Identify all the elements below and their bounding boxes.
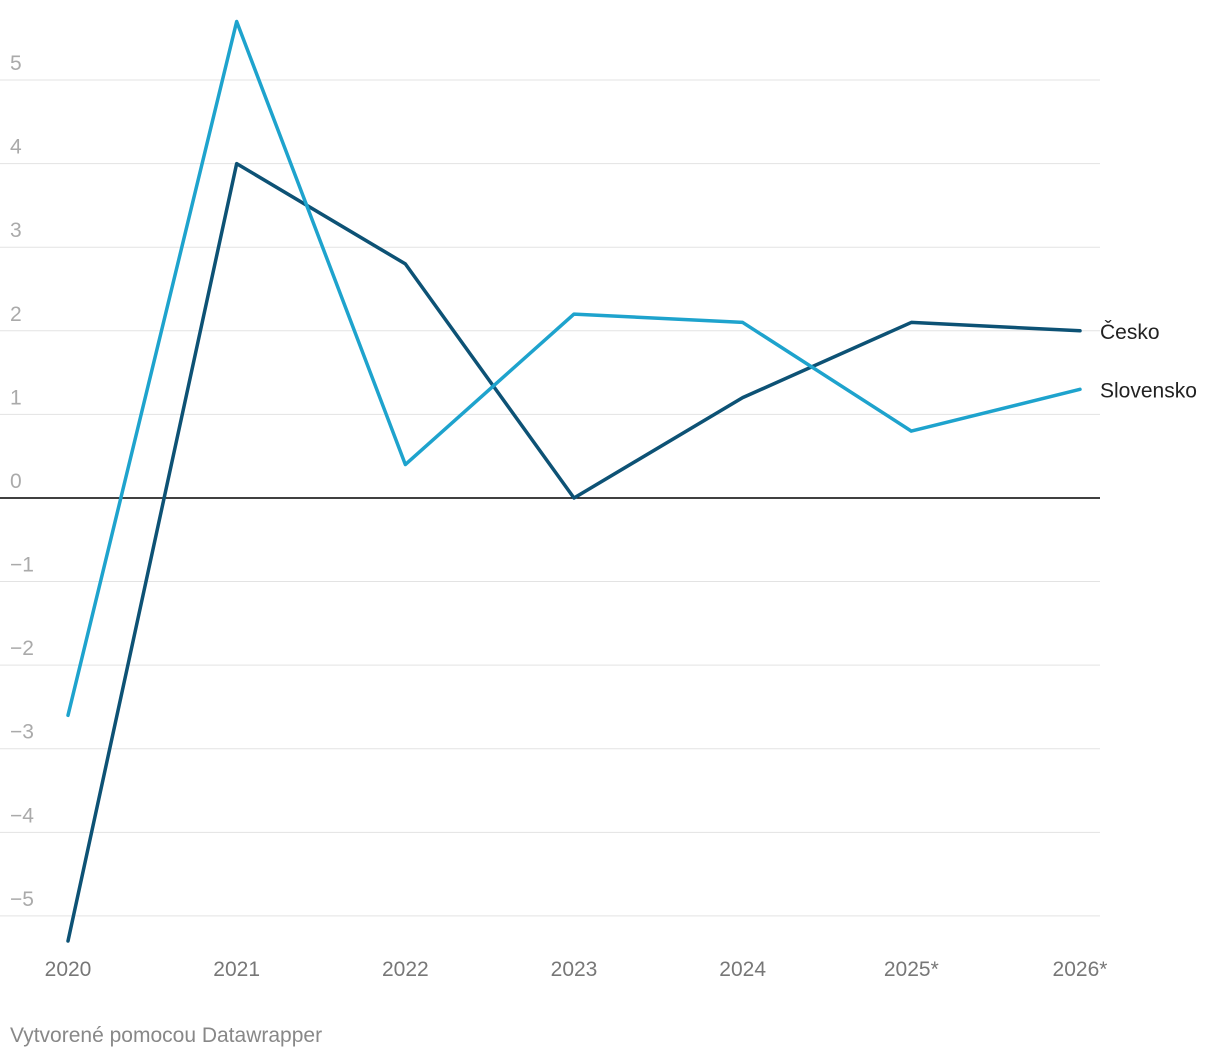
- y-tick-label: −2: [10, 637, 34, 660]
- x-tick-label: 2024: [719, 958, 766, 981]
- x-tick-label: 2022: [382, 958, 429, 981]
- y-tick-label: 5: [10, 52, 22, 75]
- y-tick-label: 3: [10, 219, 22, 242]
- y-tick-label: 0: [10, 470, 22, 493]
- y-tick-label: −3: [10, 721, 34, 744]
- y-tick-label: 2: [10, 303, 22, 326]
- x-tick-label: 2026*: [1053, 958, 1108, 981]
- y-tick-label: −5: [10, 888, 34, 911]
- footer: Vytvorené pomocou Datawrapper: [10, 1024, 322, 1047]
- series-label: Slovensko: [1100, 379, 1197, 402]
- y-tick-label: 4: [10, 136, 22, 159]
- x-tick-label: 2025*: [884, 958, 939, 981]
- series-label: Česko: [1100, 321, 1160, 344]
- y-tick-label: −1: [10, 554, 34, 577]
- x-tick-label: 2020: [45, 958, 92, 981]
- x-tick-label: 2023: [551, 958, 598, 981]
- line: [66, 19, 1082, 718]
- y-tick-label: 1: [10, 386, 22, 409]
- line: [66, 161, 1082, 943]
- x-tick-label: 2021: [213, 958, 260, 981]
- y-tick-label: −4: [10, 804, 34, 827]
